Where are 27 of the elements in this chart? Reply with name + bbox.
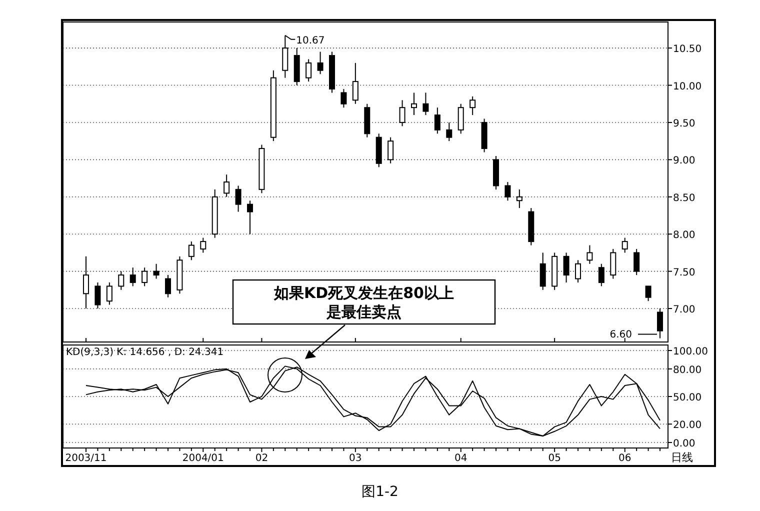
annotation: 是最佳卖点: [326, 303, 402, 321]
annotation: 6.60: [610, 329, 632, 340]
annotation: 如果KD死叉发生在80以上: [273, 284, 454, 302]
y-tick-label: 10.00: [673, 81, 702, 92]
x-tick-label: 2004/01: [182, 453, 224, 464]
x-tick-label: 06: [618, 453, 632, 464]
y-tick-label: 20.00: [673, 420, 702, 432]
y-tick-label: 8.00: [673, 230, 696, 242]
caption: 图1-2: [362, 484, 398, 500]
y-tick-label: 7.00: [673, 304, 696, 316]
y-tick-label: 7.50: [673, 267, 696, 278]
y-tick-label: 50.00: [673, 392, 702, 404]
y-tick-label: 8.50: [673, 192, 696, 204]
chart-title: KD(9,3,3) K: 14.656 , D: 24.341: [66, 347, 224, 358]
y-tick-label: 10.50: [673, 44, 702, 56]
x-tick-label: 2003/11: [65, 453, 107, 464]
x-tick-label: 05: [548, 453, 561, 464]
x-tick-label: 03: [349, 453, 362, 464]
y-tick-label: 80.00: [673, 364, 702, 376]
x-tick-label: 02: [255, 453, 268, 464]
y-tick-label: 9.50: [673, 118, 696, 130]
annotation: 10.67: [296, 35, 325, 46]
y-tick-label: 0.00: [673, 438, 696, 450]
x-tick-label: 04: [454, 453, 468, 464]
text: 日线: [671, 451, 693, 464]
y-tick-label: 100.00: [673, 346, 708, 358]
y-tick-label: 9.00: [673, 156, 696, 167]
